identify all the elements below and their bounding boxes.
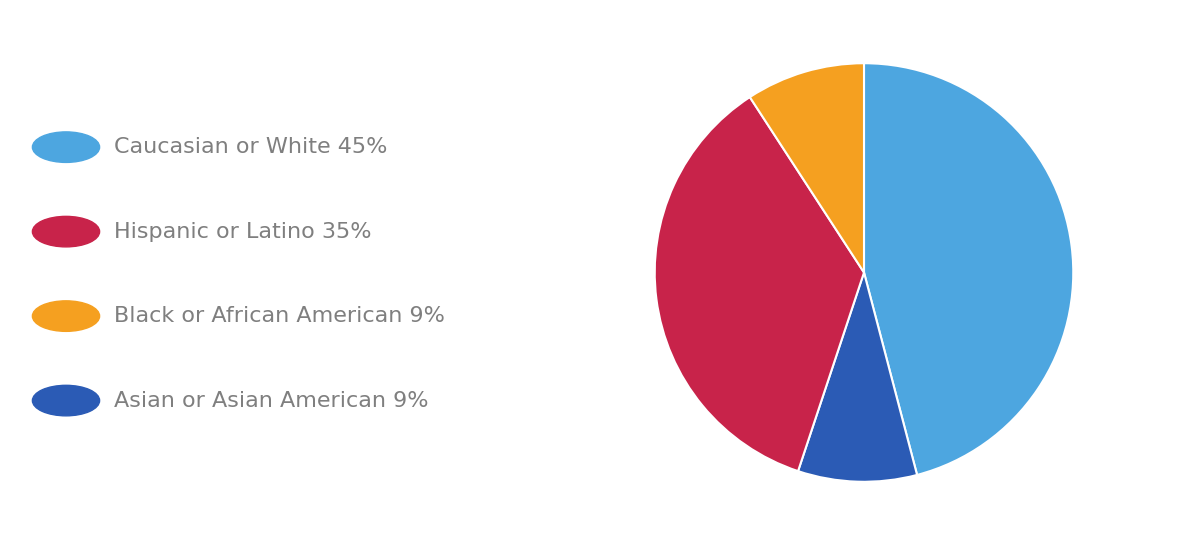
Wedge shape <box>798 272 917 482</box>
Wedge shape <box>750 63 864 272</box>
Wedge shape <box>864 63 1073 475</box>
Text: Asian or Asian American 9%: Asian or Asian American 9% <box>114 391 428 410</box>
Text: Caucasian or White 45%: Caucasian or White 45% <box>114 137 388 157</box>
Text: Hispanic or Latino 35%: Hispanic or Latino 35% <box>114 222 372 241</box>
Text: Black or African American 9%: Black or African American 9% <box>114 306 445 326</box>
Wedge shape <box>655 97 864 471</box>
